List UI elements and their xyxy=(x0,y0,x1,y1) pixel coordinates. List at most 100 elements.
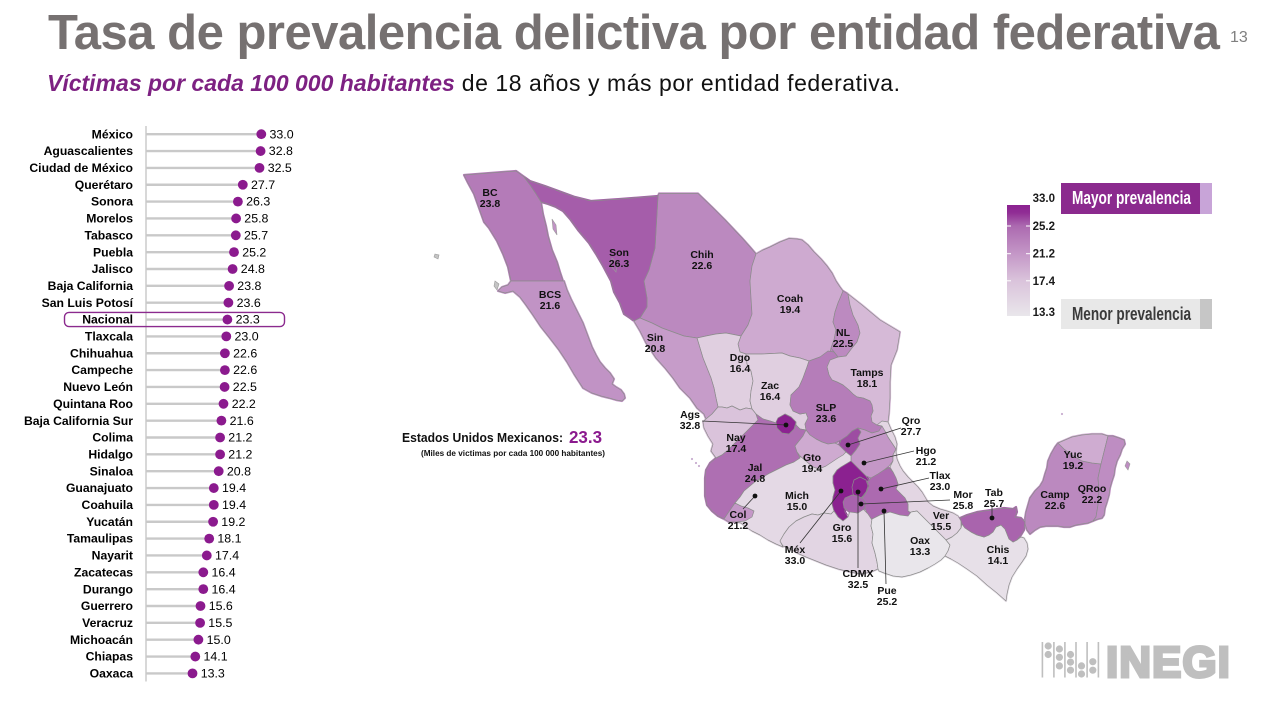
svg-text:Chih: Chih xyxy=(690,249,713,261)
svg-text:17.4: 17.4 xyxy=(1033,276,1056,288)
svg-text:Nacional: Nacional xyxy=(82,313,133,327)
svg-text:BCS: BCS xyxy=(539,289,561,301)
svg-text:Tlax: Tlax xyxy=(929,470,950,482)
svg-text:25.2: 25.2 xyxy=(877,596,898,608)
svg-text:Méx: Méx xyxy=(785,544,806,556)
svg-text:15.5: 15.5 xyxy=(208,616,232,630)
svg-text:Ags: Ags xyxy=(680,409,700,421)
svg-text:San Luis Potosí: San Luis Potosí xyxy=(42,296,134,310)
svg-text:25.7: 25.7 xyxy=(244,228,268,242)
svg-text:32.8: 32.8 xyxy=(269,144,293,158)
svg-text:16.4: 16.4 xyxy=(212,582,236,596)
svg-text:18.1: 18.1 xyxy=(857,378,878,390)
svg-text:19.4: 19.4 xyxy=(802,463,823,475)
svg-text:Tamps: Tamps xyxy=(850,367,883,379)
svg-text:14.1: 14.1 xyxy=(204,650,228,664)
svg-text:Gto: Gto xyxy=(803,452,821,464)
svg-text:15.0: 15.0 xyxy=(787,501,808,513)
svg-text:21.2: 21.2 xyxy=(228,431,252,445)
svg-text:15.6: 15.6 xyxy=(832,533,853,545)
svg-text:Mor: Mor xyxy=(953,489,972,501)
svg-text:Sonora: Sonora xyxy=(91,195,133,209)
svg-text:16.4: 16.4 xyxy=(212,565,236,579)
svg-text:Tamaulipas: Tamaulipas xyxy=(67,532,133,546)
svg-text:21.6: 21.6 xyxy=(230,414,254,428)
svg-text:16.4: 16.4 xyxy=(730,363,751,375)
svg-text:22.2: 22.2 xyxy=(232,397,256,411)
svg-text:22.6: 22.6 xyxy=(233,363,257,377)
svg-text:13.3: 13.3 xyxy=(910,546,931,558)
svg-text:Puebla: Puebla xyxy=(93,245,133,259)
svg-text:QRoo: QRoo xyxy=(1078,483,1107,495)
svg-text:23.3: 23.3 xyxy=(569,427,602,447)
svg-text:19.4: 19.4 xyxy=(780,304,801,316)
svg-text:Guanajuato: Guanajuato xyxy=(66,481,133,495)
svg-text:25.2: 25.2 xyxy=(1033,221,1055,233)
svg-text:22.6: 22.6 xyxy=(1045,500,1066,512)
svg-text:Nayarit: Nayarit xyxy=(92,549,133,563)
svg-text:Oax: Oax xyxy=(910,535,930,547)
svg-text:Col: Col xyxy=(730,509,747,521)
svg-text:Jalisco: Jalisco xyxy=(92,262,133,276)
svg-text:Morelos: Morelos xyxy=(86,212,133,226)
svg-text:23.3: 23.3 xyxy=(236,313,260,327)
svg-text:19.4: 19.4 xyxy=(222,481,246,495)
svg-text:26.3: 26.3 xyxy=(246,195,270,209)
svg-text:17.4: 17.4 xyxy=(215,549,239,563)
svg-text:Querétaro: Querétaro xyxy=(75,178,133,192)
svg-text:Coahuila: Coahuila xyxy=(82,498,134,512)
svg-text:Jal: Jal xyxy=(748,462,763,474)
svg-text:22.5: 22.5 xyxy=(833,338,854,350)
svg-text:16.4: 16.4 xyxy=(760,391,781,403)
svg-text:23.8: 23.8 xyxy=(480,198,501,210)
svg-text:Menor prevalencia: Menor prevalencia xyxy=(1072,304,1192,324)
svg-text:Estados Unidos Mexicanos:: Estados Unidos Mexicanos: xyxy=(402,430,563,445)
svg-text:Zac: Zac xyxy=(761,380,779,392)
svg-text:15.5: 15.5 xyxy=(931,521,952,533)
svg-text:Chihuahua: Chihuahua xyxy=(70,346,133,360)
svg-text:Colima: Colima xyxy=(92,431,133,445)
svg-text:20.8: 20.8 xyxy=(227,464,251,478)
svg-text:Aguascalientes: Aguascalientes xyxy=(44,144,134,158)
svg-text:Sinaloa: Sinaloa xyxy=(90,464,134,478)
svg-text:Tab: Tab xyxy=(985,487,1003,499)
svg-text:33.0: 33.0 xyxy=(1033,193,1055,205)
svg-text:24.8: 24.8 xyxy=(241,262,265,276)
svg-text:Nuevo León: Nuevo León xyxy=(63,380,133,394)
svg-text:25.8: 25.8 xyxy=(953,500,974,512)
svg-text:NL: NL xyxy=(836,327,851,339)
svg-text:Coah: Coah xyxy=(777,293,803,305)
svg-text:Durango: Durango xyxy=(83,582,133,596)
svg-text:Yuc: Yuc xyxy=(1064,449,1083,461)
svg-text:INEGI: INEGI xyxy=(1106,638,1231,687)
svg-text:19.4: 19.4 xyxy=(222,498,246,512)
svg-text:33.0: 33.0 xyxy=(270,127,294,141)
svg-text:Michoacán: Michoacán xyxy=(70,633,133,647)
svg-text:23.0: 23.0 xyxy=(235,330,259,344)
svg-text:SLP: SLP xyxy=(816,402,836,414)
svg-text:21.2: 21.2 xyxy=(228,447,252,461)
svg-text:Baja California: Baja California xyxy=(48,279,134,293)
svg-text:20.8: 20.8 xyxy=(645,343,666,355)
svg-text:25.7: 25.7 xyxy=(984,498,1005,510)
svg-text:27.7: 27.7 xyxy=(251,178,275,192)
svg-text:Baja California Sur: Baja California Sur xyxy=(24,414,133,428)
svg-text:23.8: 23.8 xyxy=(237,279,261,293)
svg-text:BC: BC xyxy=(482,187,498,199)
svg-text:25.8: 25.8 xyxy=(244,212,268,226)
svg-text:Guerrero: Guerrero xyxy=(81,599,133,613)
svg-text:Sin: Sin xyxy=(647,332,663,344)
svg-text:17.4: 17.4 xyxy=(726,443,747,455)
svg-text:Chis: Chis xyxy=(987,544,1010,556)
svg-text:Tabasco: Tabasco xyxy=(84,228,133,242)
svg-text:22.2: 22.2 xyxy=(1082,494,1103,506)
svg-text:24.8: 24.8 xyxy=(745,473,766,485)
svg-text:22.5: 22.5 xyxy=(233,380,257,394)
svg-text:21.6: 21.6 xyxy=(540,300,561,312)
svg-text:Gro: Gro xyxy=(833,522,852,534)
svg-text:13.3: 13.3 xyxy=(1033,307,1055,319)
svg-text:Yucatán: Yucatán xyxy=(86,515,133,529)
svg-text:19.2: 19.2 xyxy=(1063,460,1084,472)
svg-text:32.5: 32.5 xyxy=(848,579,869,591)
svg-text:(Miles de victimas por cada 10: (Miles de victimas por cada 100 000 habi… xyxy=(421,449,605,458)
